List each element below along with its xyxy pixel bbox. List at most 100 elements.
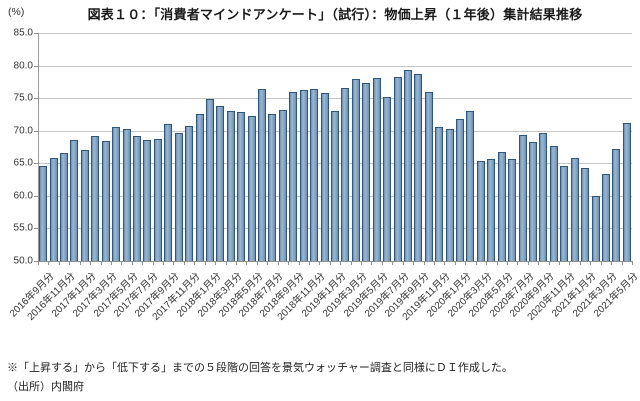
x-axis-tick	[496, 261, 498, 265]
x-axis-tick	[246, 261, 248, 265]
y-axis-tick-label: 80.0	[13, 60, 33, 72]
bar	[39, 165, 48, 261]
x-axis-tick	[475, 261, 477, 265]
x-axis-tick	[100, 261, 102, 265]
x-axis-tick	[444, 261, 446, 265]
bar	[508, 158, 517, 261]
y-axis-tick	[34, 33, 38, 34]
x-axis-tick	[121, 261, 123, 265]
bar	[383, 96, 392, 261]
y-axis-tick-label: 50.0	[13, 255, 33, 267]
x-axis-tick	[69, 261, 71, 265]
y-axis-tick	[34, 98, 38, 100]
x-axis-tick	[319, 261, 321, 265]
bar	[362, 83, 371, 261]
x-axis-tick	[579, 261, 581, 265]
x-axis-tick	[548, 261, 550, 265]
bar	[237, 112, 246, 261]
x-axis-tick	[277, 261, 279, 265]
y-axis-tick	[34, 228, 38, 230]
bar	[60, 152, 69, 261]
x-axis-tick	[465, 261, 467, 265]
bar	[205, 98, 214, 261]
x-axis-tick	[58, 261, 60, 265]
bar	[80, 149, 89, 261]
x-axis-tick	[423, 261, 425, 265]
bar	[601, 173, 610, 261]
bar	[258, 89, 267, 261]
bar	[560, 165, 569, 261]
x-axis-tick	[569, 261, 571, 265]
bar	[320, 92, 329, 261]
x-axis-tick	[381, 261, 383, 265]
y-axis-tick-label: 70.0	[13, 125, 33, 137]
bar	[539, 133, 548, 261]
gridline	[38, 65, 632, 67]
source-note: （出所）内閣府	[7, 381, 84, 393]
x-axis-tick	[632, 261, 633, 265]
x-axis-tick	[204, 261, 206, 265]
y-axis-tick-label: 85.0	[13, 27, 33, 39]
y-axis-tick	[34, 130, 38, 132]
bar	[247, 116, 256, 261]
x-axis-tick	[590, 261, 592, 265]
bar	[143, 140, 152, 261]
bar	[49, 158, 58, 261]
bar	[549, 145, 558, 261]
bar	[310, 89, 319, 261]
bar	[435, 127, 444, 261]
y-axis-tick-label: 55.0	[13, 222, 33, 234]
x-axis-tick	[621, 261, 623, 265]
y-axis-tick-label: 75.0	[13, 92, 33, 104]
bar	[529, 142, 537, 261]
chart-title: 図表１０：「消費者マインドアンケート」（試行）：物価上昇（１年後）集計結果推移	[87, 7, 583, 22]
y-axis-unit-label: (%)	[8, 6, 25, 18]
y-axis-tick-label: 65.0	[13, 157, 33, 169]
bar	[226, 111, 235, 261]
x-axis-tick	[152, 261, 154, 265]
y-axis-line	[38, 33, 39, 265]
x-axis-tick	[340, 261, 342, 265]
x-axis-tick	[517, 261, 519, 265]
bar	[445, 129, 454, 261]
bar	[414, 74, 423, 261]
bar	[153, 139, 162, 261]
bar	[518, 134, 527, 261]
x-axis-line	[38, 261, 632, 262]
bar	[622, 122, 631, 261]
x-axis-tick	[486, 261, 488, 265]
bar	[393, 76, 402, 261]
x-axis-tick	[538, 261, 540, 265]
bar	[581, 167, 590, 261]
gridline	[38, 98, 632, 100]
x-axis-tick	[350, 261, 352, 265]
x-axis-tick	[48, 261, 50, 265]
x-axis-tick	[506, 261, 508, 265]
x-axis-tick	[110, 261, 112, 265]
x-axis-tick	[256, 261, 258, 265]
bar	[185, 126, 194, 261]
bar	[497, 151, 506, 261]
bar	[424, 91, 433, 261]
x-axis-tick	[163, 261, 165, 265]
bar	[164, 123, 173, 261]
bar	[174, 133, 183, 261]
x-axis-tick	[38, 261, 39, 265]
bar	[372, 77, 381, 261]
bar	[351, 79, 360, 261]
x-axis-tick	[329, 261, 331, 265]
x-axis-tick	[288, 261, 290, 265]
bar	[195, 114, 204, 261]
bar	[91, 135, 100, 261]
x-axis-tick	[413, 261, 415, 265]
bar	[299, 90, 308, 261]
bar	[456, 118, 465, 261]
x-axis-tick	[267, 261, 269, 265]
x-axis-tick	[454, 261, 456, 265]
x-axis-tick	[236, 261, 237, 265]
x-axis-tick	[402, 261, 404, 265]
y-axis-tick	[34, 195, 38, 197]
x-axis-tick	[559, 261, 561, 265]
bar	[268, 113, 277, 261]
